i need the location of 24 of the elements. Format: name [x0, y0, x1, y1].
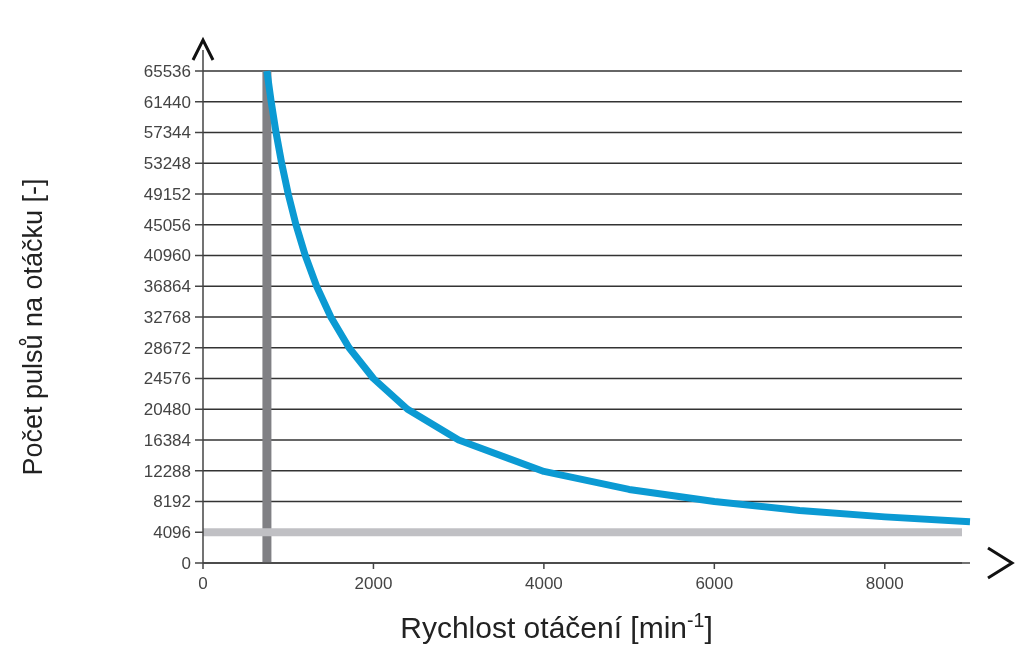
- x-axis-title: Rychlost otáčení [min$^{-1}$]: [400, 609, 713, 644]
- y-axis-title: Počet pulsů na otáčku [-]: [18, 178, 48, 476]
- y-tick-label: 12288: [143, 461, 191, 481]
- y-tick-label: 4096: [153, 523, 191, 543]
- y-tick-label: 40960: [143, 246, 191, 266]
- y-tick-label: 57344: [143, 123, 191, 143]
- x-tick-label: 4000: [524, 574, 563, 593]
- y-tick-label: 28672: [143, 338, 191, 358]
- y-tick-label: 24576: [143, 369, 191, 389]
- y-tick-label: 61440: [143, 92, 191, 112]
- y-tick-label: 53248: [143, 154, 191, 174]
- y-tick-label: 20480: [143, 400, 191, 420]
- y-tick-label: 16384: [143, 430, 191, 450]
- y-tick-label: 49152: [143, 184, 191, 204]
- y-tick-label: 65536: [143, 61, 191, 81]
- y-tick-label: 45056: [143, 215, 191, 235]
- x-tick-label: 0: [198, 574, 208, 593]
- x-tick-label: 6000: [695, 574, 734, 593]
- x-tick-label: 2000: [354, 574, 393, 593]
- y-tick-label: 0: [181, 553, 191, 573]
- y-tick-label: 36864: [143, 277, 191, 297]
- x-tick-label: 8000: [865, 574, 904, 593]
- y-tick-label: 8192: [153, 492, 191, 512]
- y-tick-label: 32768: [143, 307, 191, 327]
